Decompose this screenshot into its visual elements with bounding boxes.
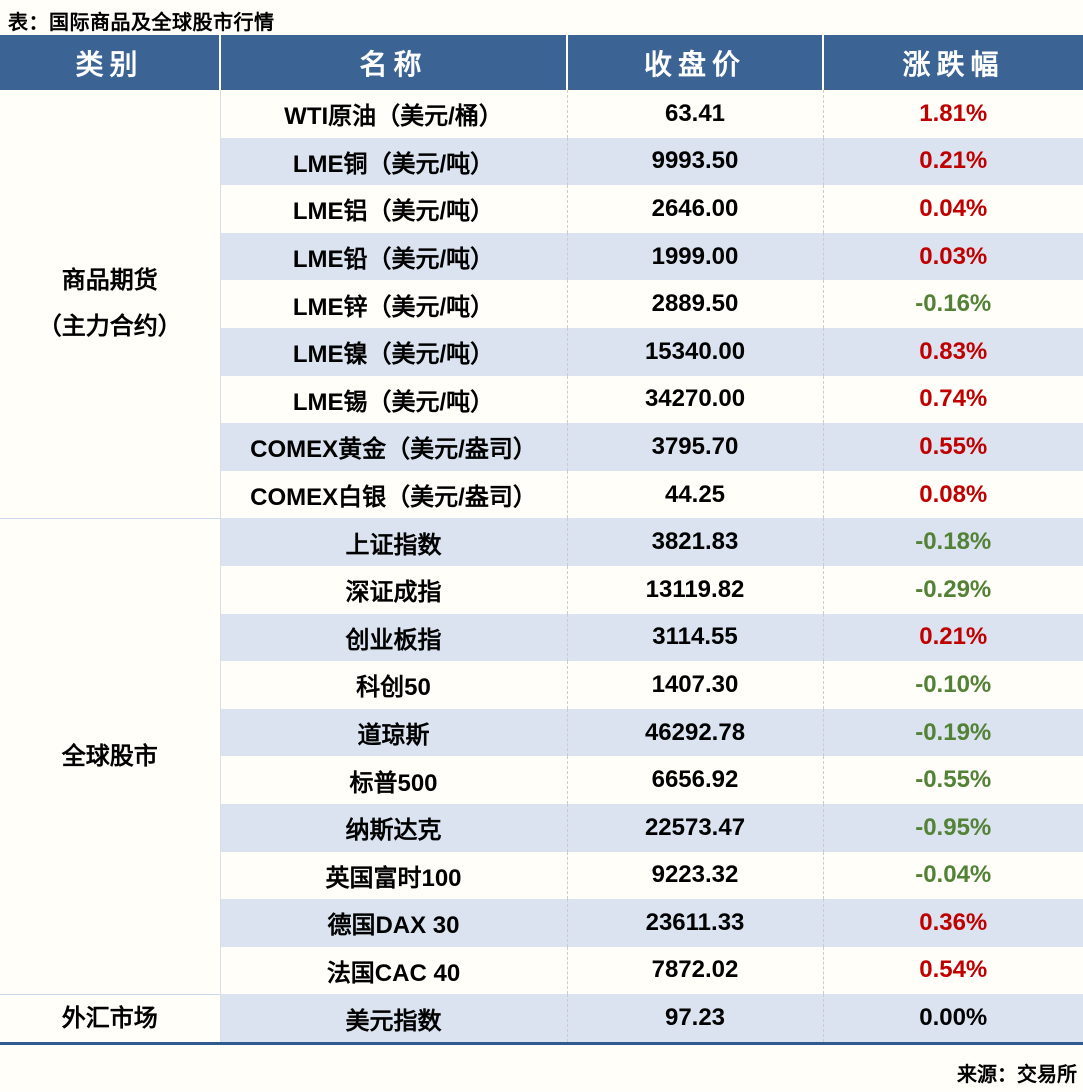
table-row: LME铝（美元/吨） 2646.00 0.04%	[0, 185, 1083, 233]
table-row: 道琼斯 46292.78 -0.19%	[0, 708, 1083, 757]
table-row: LME镍（美元/吨） 15340.00 0.83%	[0, 327, 1083, 376]
name-cell: 上证指数	[220, 518, 567, 566]
table-row: 外汇市场 美元指数 97.23 0.00%	[0, 993, 1083, 1043]
table-row: 全球股市 上证指数 3821.83 -0.18%	[0, 517, 1083, 995]
header-change: 涨跌幅	[822, 35, 1083, 90]
table-body: 商品期货 （主力合约） WTI原油（美元/桶） 63.41 1.81% LME铜（美元/吨…	[0, 90, 1083, 1043]
table-row: 商品期货 （主力合约） WTI原油（美元/桶） 63.41 1.81%	[0, 90, 1083, 519]
header-close: 收盘价	[566, 35, 823, 90]
category-cell: 全球股市	[0, 517, 221, 995]
bottom-rule	[0, 1042, 1083, 1046]
change-percent-cell: -0.29%	[822, 565, 1083, 614]
close-price-cell: 3114.55	[566, 613, 823, 662]
category-line: 外汇市场	[61, 1004, 158, 1032]
change-percent-cell: -0.10%	[822, 661, 1083, 709]
change-percent-cell: 0.36%	[822, 899, 1083, 947]
table-row: 英国富时100 9223.32 -0.04%	[0, 851, 1083, 900]
category-line: 全球股市	[61, 742, 158, 770]
table-row: 创业板指 3114.55 0.21%	[0, 613, 1083, 662]
change-percent-cell: 0.55%	[822, 423, 1083, 471]
name-cell: COMEX黄金（美元/盎司）	[220, 423, 567, 471]
name-cell: 英国富时100	[220, 851, 567, 900]
source-note: 来源：交易所	[957, 1064, 1077, 1087]
close-price-cell: 2646.00	[566, 185, 823, 233]
change-percent-cell: -0.55%	[822, 756, 1083, 804]
header-name: 名称	[219, 35, 567, 90]
close-price-cell: 3795.70	[566, 423, 823, 471]
quotes-table: 类别 名称 收盘价 涨跌幅 商品期货 （主力合约） WTI原油（美元/桶） 63.41…	[0, 35, 1083, 1043]
close-price-cell: 9223.32	[566, 851, 823, 900]
change-percent-cell: 1.81%	[822, 90, 1083, 138]
close-price-cell: 7872.02	[566, 946, 823, 995]
header-row: 类别 名称 收盘价 涨跌幅	[0, 35, 1083, 90]
name-cell: 标普500	[220, 756, 567, 804]
table-row: LME铜（美元/吨） 9993.50 0.21%	[0, 137, 1083, 186]
name-cell: LME铅（美元/吨）	[220, 232, 567, 281]
name-cell: COMEX白银（美元/盎司）	[220, 470, 567, 519]
change-percent-cell: 0.21%	[822, 137, 1083, 186]
table-row: 德国DAX 30 23611.33 0.36%	[0, 899, 1083, 947]
change-percent-cell: -0.18%	[822, 518, 1083, 566]
name-cell: 道琼斯	[220, 708, 567, 757]
table-row: 深证成指 13119.82 -0.29%	[0, 565, 1083, 614]
close-price-cell: 97.23	[566, 994, 823, 1043]
close-price-cell: 63.41	[566, 90, 823, 138]
close-price-cell: 34270.00	[566, 375, 823, 424]
close-price-cell: 6656.92	[566, 756, 823, 804]
close-price-cell: 44.25	[566, 470, 823, 519]
close-price-cell: 13119.82	[566, 565, 823, 614]
category-line: （主力合约）	[37, 312, 182, 340]
change-percent-cell: 0.08%	[822, 470, 1083, 519]
table-row: LME铅（美元/吨） 1999.00 0.03%	[0, 232, 1083, 281]
table-row: 法国CAC 40 7872.02 0.54%	[0, 946, 1083, 995]
table-row: COMEX白银（美元/盎司） 44.25 0.08%	[0, 470, 1083, 519]
change-percent-cell: -0.95%	[822, 803, 1083, 852]
table-row: 标普500 6656.92 -0.55%	[0, 756, 1083, 804]
name-cell: 法国CAC 40	[220, 946, 567, 995]
name-cell: 科创50	[220, 661, 567, 709]
table-header: 类别 名称 收盘价 涨跌幅	[0, 35, 1083, 90]
change-percent-cell: -0.16%	[822, 280, 1083, 328]
name-cell: LME铝（美元/吨）	[220, 185, 567, 233]
name-cell: LME锌（美元/吨）	[220, 280, 567, 328]
change-percent-cell: 0.21%	[822, 613, 1083, 662]
table-title: 表：国际商品及全球股市行情	[8, 12, 275, 34]
name-cell: 德国DAX 30	[220, 899, 567, 947]
close-price-cell: 1407.30	[566, 661, 823, 709]
change-percent-cell: 0.04%	[822, 185, 1083, 233]
change-percent-cell: -0.19%	[822, 708, 1083, 757]
table-row: 科创50 1407.30 -0.10%	[0, 661, 1083, 709]
table-row: LME锌（美元/吨） 2889.50 -0.16%	[0, 280, 1083, 328]
close-price-cell: 15340.00	[566, 327, 823, 376]
change-percent-cell: 0.03%	[822, 232, 1083, 281]
name-cell: 美元指数	[220, 994, 567, 1043]
name-cell: 纳斯达克	[220, 803, 567, 852]
close-price-cell: 3821.83	[566, 518, 823, 566]
name-cell: LME铜（美元/吨）	[220, 137, 567, 186]
change-percent-cell: 0.74%	[822, 375, 1083, 424]
name-cell: LME锡（美元/吨）	[220, 375, 567, 424]
category-cell: 商品期货 （主力合约）	[0, 90, 221, 519]
name-cell: LME镍（美元/吨）	[220, 327, 567, 376]
change-percent-cell: 0.83%	[822, 327, 1083, 376]
close-price-cell: 22573.47	[566, 803, 823, 852]
table-row: 纳斯达克 22573.47 -0.95%	[0, 803, 1083, 852]
close-price-cell: 2889.50	[566, 280, 823, 328]
table-row: LME锡（美元/吨） 34270.00 0.74%	[0, 375, 1083, 424]
name-cell: 创业板指	[220, 613, 567, 662]
name-cell: 深证成指	[220, 565, 567, 614]
close-price-cell: 1999.00	[566, 232, 823, 281]
close-price-cell: 46292.78	[566, 708, 823, 757]
header-category: 类别	[0, 35, 220, 90]
category-line: 商品期货	[61, 267, 158, 295]
name-cell: WTI原油（美元/桶）	[220, 90, 567, 138]
change-percent-cell: -0.04%	[822, 851, 1083, 900]
close-price-cell: 9993.50	[566, 137, 823, 186]
change-percent-cell: 0.54%	[822, 946, 1083, 995]
change-percent-cell: 0.00%	[822, 994, 1083, 1043]
category-cell: 外汇市场	[0, 993, 221, 1043]
table-row: COMEX黄金（美元/盎司） 3795.70 0.55%	[0, 423, 1083, 471]
close-price-cell: 23611.33	[566, 899, 823, 947]
